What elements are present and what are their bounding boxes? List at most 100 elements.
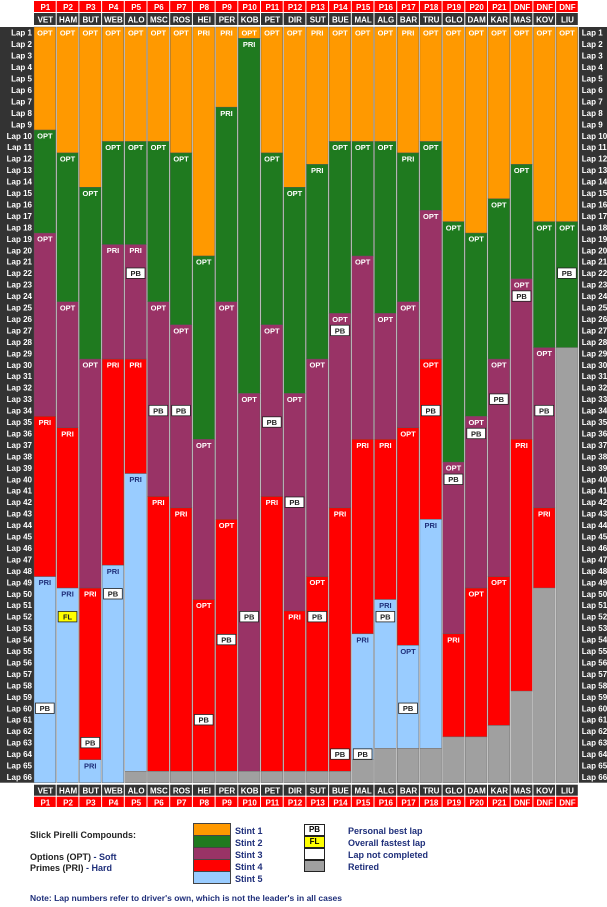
footer-code-label: BAR bbox=[400, 787, 418, 796]
tyre-label: OPT bbox=[151, 143, 167, 152]
footer-pos-label: P10 bbox=[243, 799, 258, 807]
stint-bar bbox=[215, 26, 238, 108]
fl-legend-label: Overall fastest lap bbox=[348, 838, 426, 848]
tyre-label-bg bbox=[104, 565, 122, 576]
lap-label-right: Lap 38 bbox=[582, 452, 607, 461]
header-pos-cell bbox=[170, 1, 192, 12]
footer-code-cell bbox=[329, 784, 351, 796]
header-code-label: KAR bbox=[491, 16, 509, 25]
stint-bar bbox=[147, 496, 170, 772]
personal-best-marker bbox=[307, 611, 327, 623]
stint-bar bbox=[555, 26, 578, 222]
tyre-label: PRI bbox=[356, 635, 369, 644]
stint-chart: P1 VET VET P1 P2 HAM HAM P2 P3 BUT BUT P3 P4 WEB WEB P4… bbox=[0, 0, 607, 807]
tyre-label: PRI bbox=[129, 246, 142, 255]
tyre-label-bg bbox=[421, 142, 440, 152]
tyre-label: OPT bbox=[446, 223, 462, 232]
lap-label-left: Lap 2 bbox=[11, 40, 32, 49]
lap-label-left: Lap 34 bbox=[7, 407, 33, 416]
lap-label-left: Lap 41 bbox=[7, 487, 33, 496]
header-pos-cell bbox=[465, 1, 487, 12]
lap-label-left: Lap 43 bbox=[7, 510, 33, 519]
personal-best-label: PB bbox=[448, 475, 459, 484]
footer-pos-label: DNF bbox=[559, 799, 576, 807]
retired-legend-box bbox=[304, 860, 325, 872]
tyre-label: OPT bbox=[83, 29, 99, 38]
header-pos-label: P16 bbox=[379, 3, 394, 12]
stint-4-label: Stint 4 bbox=[235, 862, 263, 872]
stint-bar bbox=[260, 324, 283, 497]
personal-best-label: PB bbox=[426, 406, 437, 415]
tyre-label-bg bbox=[36, 27, 54, 38]
tyre-label: OPT bbox=[287, 395, 303, 404]
stint-bar bbox=[33, 129, 56, 234]
tyre-label-bg bbox=[308, 27, 327, 38]
footer-pos-label: P19 bbox=[447, 799, 462, 807]
stint-bar bbox=[192, 255, 215, 440]
footer-code-cell bbox=[283, 784, 306, 796]
footer-code-label: WEB bbox=[104, 787, 123, 796]
header-code-label: WEB bbox=[104, 16, 123, 25]
lap-label-right: Lap 17 bbox=[582, 212, 607, 221]
lap-label-right: Lap 63 bbox=[582, 739, 607, 748]
lap-label-right: Lap 41 bbox=[582, 487, 607, 496]
tyre-label-bg bbox=[126, 142, 145, 152]
tyre-label: OPT bbox=[196, 441, 212, 450]
stint-bar bbox=[56, 587, 79, 783]
footer-pos-cell bbox=[238, 796, 260, 807]
header-code-label: HAM bbox=[59, 16, 78, 25]
lap-label-left: Lap 39 bbox=[7, 464, 33, 473]
lap-label-left: Lap 60 bbox=[7, 704, 33, 713]
header-pos-cell bbox=[442, 1, 465, 12]
footer-code-cell bbox=[147, 784, 170, 796]
lap-not-completed-bar bbox=[487, 725, 510, 783]
tyre-label: OPT bbox=[423, 143, 439, 152]
stint-bar bbox=[442, 461, 465, 635]
footer-code-label: PER bbox=[219, 787, 236, 796]
tyre-label: PRI bbox=[379, 441, 392, 450]
tyre-label: OPT bbox=[468, 235, 484, 244]
stint-bar bbox=[283, 610, 306, 772]
tyre-label-bg bbox=[172, 153, 190, 164]
personal-best-marker bbox=[103, 588, 123, 600]
tyre-label: PRI bbox=[61, 590, 74, 599]
tyre-label-bg bbox=[399, 27, 417, 38]
lap-label-left: Lap 35 bbox=[7, 418, 33, 427]
tyre-label-bg bbox=[149, 497, 168, 507]
tyre-label: OPT bbox=[378, 143, 394, 152]
retired-legend-label: Retired bbox=[348, 862, 380, 872]
tyre-label-bg bbox=[376, 142, 395, 152]
footer-pos-cell bbox=[79, 796, 102, 807]
lap-label-right: Lap 12 bbox=[582, 155, 607, 164]
header-code-cell bbox=[124, 13, 147, 25]
tyre-label-bg bbox=[490, 27, 508, 38]
tyre-label-bg bbox=[217, 27, 236, 38]
stint-bar bbox=[374, 313, 397, 440]
lap-label-right: Lap 35 bbox=[582, 418, 607, 427]
stint-bar bbox=[147, 301, 170, 497]
lap-label-left: Lap 50 bbox=[7, 590, 33, 599]
tyre-label-bg bbox=[36, 130, 54, 141]
tyre-label-bg bbox=[535, 27, 554, 38]
stint-bar bbox=[351, 439, 374, 635]
stint-bar bbox=[192, 599, 215, 772]
header-pos-label: P17 bbox=[401, 3, 416, 12]
stint-bar bbox=[56, 152, 79, 303]
stint-bar bbox=[419, 26, 442, 142]
tyre-label: PRI bbox=[379, 601, 392, 610]
tyre-label-bg bbox=[126, 245, 145, 255]
tyre-label: OPT bbox=[332, 143, 348, 152]
header-pos-label: P18 bbox=[424, 3, 439, 12]
lap-label-right: Lap 56 bbox=[582, 658, 607, 667]
personal-best-label: PB bbox=[176, 406, 187, 415]
header-code-cell bbox=[488, 13, 510, 25]
lap-not-completed-bar bbox=[283, 771, 306, 783]
tyre-label-bg bbox=[399, 646, 417, 656]
tyre-label-bg bbox=[467, 27, 485, 38]
header-pos-label: P14 bbox=[333, 3, 348, 12]
lap-not-completed-bar bbox=[419, 748, 442, 783]
tyre-label: PRI bbox=[402, 29, 415, 38]
tyre-label-bg bbox=[81, 760, 100, 771]
stint-bar bbox=[397, 427, 420, 646]
lap-label-right: Lap 26 bbox=[582, 315, 607, 324]
